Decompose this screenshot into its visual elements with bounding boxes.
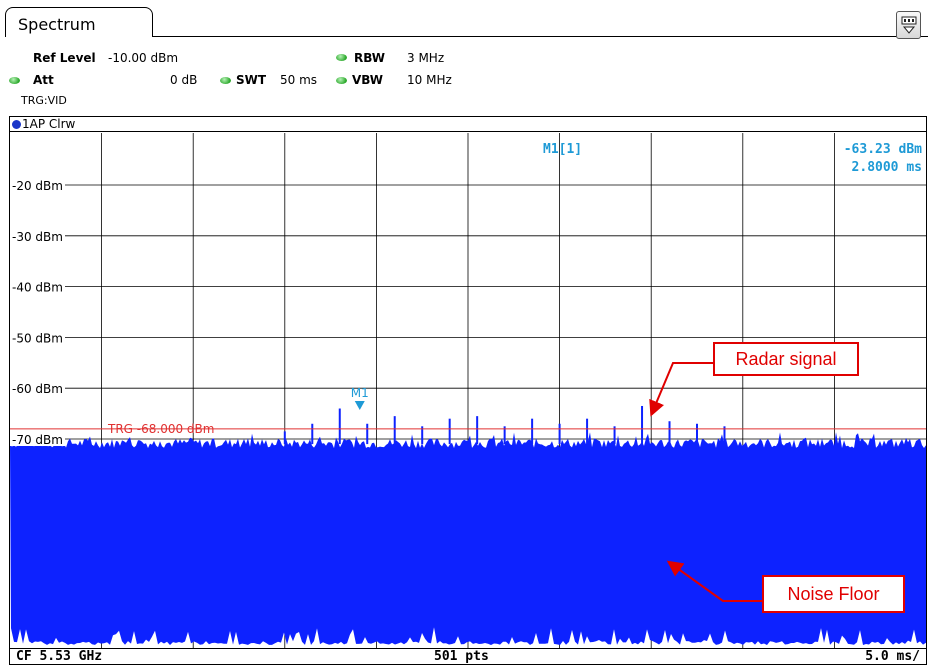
marker-readout-time: 2.8000 ms [852, 160, 922, 175]
att-label: Att [33, 73, 54, 87]
rbw-status-icon [336, 54, 347, 61]
marker-readout-level: -63.23 dBm [844, 142, 922, 157]
trace-label[interactable]: 1AP Clrw [22, 117, 76, 131]
y-tick-label: -30 dBm [12, 230, 63, 244]
status-footer: CF 5.53 GHz 501 pts 5.0 ms/ [10, 648, 926, 665]
radar-arrow-icon [649, 362, 713, 417]
menu-icon [901, 16, 917, 34]
att-value[interactable]: 0 dB [170, 73, 198, 87]
swt-value[interactable]: 50 ms [280, 73, 318, 87]
trace-indicator-icon [12, 120, 21, 129]
y-tick-label: -70 dBm [12, 433, 63, 447]
noise-arrow-icon [666, 560, 762, 602]
sweep-points[interactable]: 501 pts [434, 649, 489, 664]
marker-triangle-icon [354, 401, 365, 410]
y-axis-labels: -20 dBm -30 dBm -40 dBm -50 dBm -60 dBm -70 d… [10, 177, 65, 447]
ref-level-label: Ref Level [33, 51, 96, 65]
radar-pulse-trace [283, 405, 726, 445]
spectrum-plot[interactable]: -20 dBm -30 dBm -40 dBm -50 dBm -60 dBm -70 d… [10, 133, 926, 648]
trace-window [9, 116, 927, 665]
trigger-mode: TRG:VID [21, 94, 67, 107]
y-tick-bg [10, 227, 65, 243]
noise-floor-trace [10, 432, 926, 645]
y-tick-bg [10, 177, 65, 192]
tab-title: Spectrum [18, 15, 96, 34]
vbw-value[interactable]: 10 MHz [407, 73, 452, 87]
tab-baseline [153, 36, 928, 37]
noise-floor-fill [10, 432, 926, 645]
y-tick-label: -60 dBm [12, 382, 63, 396]
swt-label: SWT [236, 73, 267, 87]
overview-menu-button[interactable] [896, 11, 921, 39]
att-status-icon [9, 77, 20, 84]
y-tick-bg [10, 431, 65, 446]
trace-title-bar [10, 117, 926, 132]
rbw-label: RBW [354, 51, 385, 65]
y-tick-bg [10, 380, 65, 396]
y-tick-bg [10, 278, 65, 294]
radar-signal-callout: Radar signal [713, 342, 859, 376]
vbw-label: VBW [352, 73, 384, 87]
time-per-division[interactable]: 5.0 ms/ [865, 649, 920, 664]
vbw-status-icon [336, 77, 347, 84]
y-tick-label: -20 dBm [12, 179, 63, 193]
spectrum-tab[interactable]: Spectrum [5, 7, 153, 37]
marker-label: M1 [351, 386, 369, 400]
ref-level-value[interactable]: -10.00 dBm [108, 51, 179, 65]
y-tick-bg [10, 329, 65, 345]
rbw-value[interactable]: 3 MHz [407, 51, 445, 65]
swt-status-icon [220, 77, 231, 84]
marker-readout-name: M1[1] [543, 142, 582, 157]
y-tick-label: -50 dBm [12, 331, 63, 345]
y-tick-label: -40 dBm [12, 281, 63, 295]
trigger-level-label: TRG -68.000 dBm [107, 422, 214, 436]
center-frequency[interactable]: CF 5.53 GHz [16, 649, 103, 664]
noise-floor-callout: Noise Floor [762, 575, 905, 613]
